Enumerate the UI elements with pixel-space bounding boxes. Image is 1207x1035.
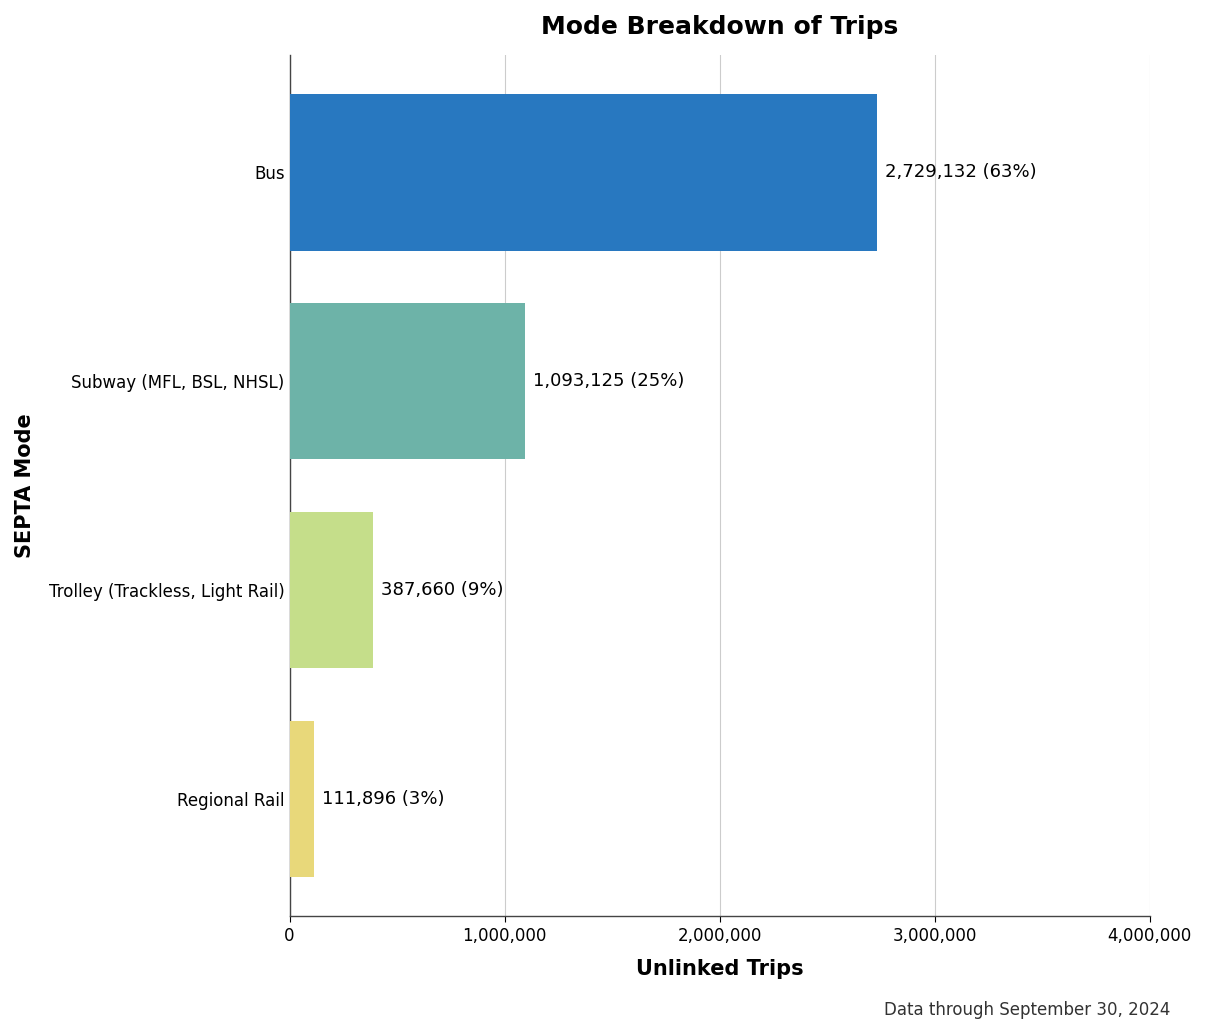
Text: 111,896 (3%): 111,896 (3%): [322, 790, 444, 808]
Text: 1,093,125 (25%): 1,093,125 (25%): [533, 373, 684, 390]
Text: 387,660 (9%): 387,660 (9%): [381, 581, 505, 599]
X-axis label: Unlinked Trips: Unlinked Trips: [636, 958, 804, 979]
Y-axis label: SEPTA Mode: SEPTA Mode: [14, 413, 35, 558]
Text: 2,729,132 (63%): 2,729,132 (63%): [885, 164, 1037, 181]
Bar: [290, 94, 876, 250]
Bar: [290, 303, 525, 460]
Title: Mode Breakdown of Trips: Mode Breakdown of Trips: [541, 14, 898, 39]
Bar: [290, 720, 314, 877]
Text: Data through September 30, 2024: Data through September 30, 2024: [885, 1002, 1171, 1019]
Bar: [290, 511, 373, 669]
